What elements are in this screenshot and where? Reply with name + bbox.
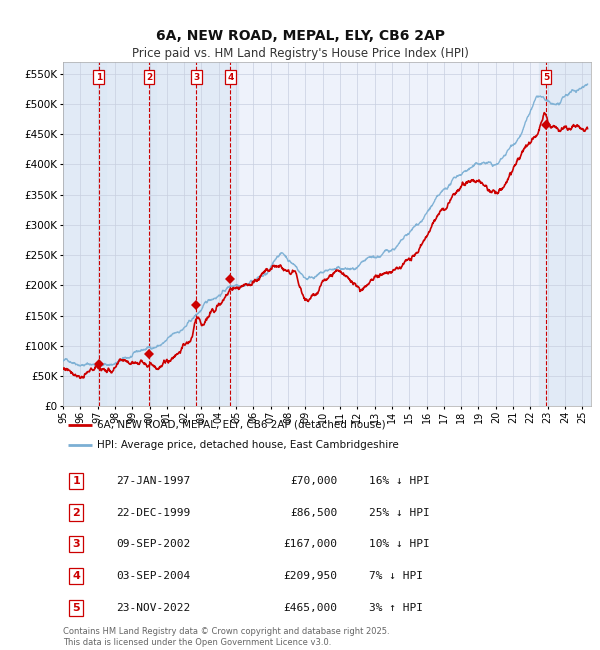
Text: 3% ↑ HPI: 3% ↑ HPI — [369, 603, 423, 613]
Text: 27-JAN-1997: 27-JAN-1997 — [116, 476, 190, 486]
Text: Contains HM Land Registry data © Crown copyright and database right 2025.
This d: Contains HM Land Registry data © Crown c… — [63, 627, 389, 647]
Text: 1: 1 — [73, 476, 80, 486]
Text: 4: 4 — [227, 73, 233, 82]
Text: 2: 2 — [146, 73, 152, 82]
Text: 5: 5 — [73, 603, 80, 613]
Text: 2: 2 — [73, 508, 80, 517]
Text: 1: 1 — [96, 73, 102, 82]
Text: £209,950: £209,950 — [284, 571, 338, 581]
Text: 5: 5 — [543, 73, 549, 82]
Text: 10% ↓ HPI: 10% ↓ HPI — [369, 540, 430, 549]
Text: £86,500: £86,500 — [290, 508, 338, 517]
Text: 6A, NEW ROAD, MEPAL, ELY, CB6 2AP: 6A, NEW ROAD, MEPAL, ELY, CB6 2AP — [155, 29, 445, 43]
Text: 6A, NEW ROAD, MEPAL, ELY, CB6 2AP (detached house): 6A, NEW ROAD, MEPAL, ELY, CB6 2AP (detac… — [97, 419, 386, 430]
Text: 3: 3 — [193, 73, 199, 82]
Text: 4: 4 — [72, 571, 80, 581]
Bar — [63, 62, 106, 406]
Text: 3: 3 — [73, 540, 80, 549]
Text: 23-NOV-2022: 23-NOV-2022 — [116, 603, 190, 613]
Text: 7% ↓ HPI: 7% ↓ HPI — [369, 571, 423, 581]
Text: 25% ↓ HPI: 25% ↓ HPI — [369, 508, 430, 517]
Text: 09-SEP-2002: 09-SEP-2002 — [116, 540, 190, 549]
Text: 16% ↓ HPI: 16% ↓ HPI — [369, 476, 430, 486]
Text: Price paid vs. HM Land Registry's House Price Index (HPI): Price paid vs. HM Land Registry's House … — [131, 47, 469, 60]
Text: £167,000: £167,000 — [284, 540, 338, 549]
Bar — [539, 62, 591, 406]
Text: £465,000: £465,000 — [284, 603, 338, 613]
Bar — [98, 62, 157, 406]
Text: £70,000: £70,000 — [290, 476, 338, 486]
Bar — [149, 62, 238, 406]
Text: HPI: Average price, detached house, East Cambridgeshire: HPI: Average price, detached house, East… — [97, 440, 399, 450]
Text: 03-SEP-2004: 03-SEP-2004 — [116, 571, 190, 581]
Text: 22-DEC-1999: 22-DEC-1999 — [116, 508, 190, 517]
